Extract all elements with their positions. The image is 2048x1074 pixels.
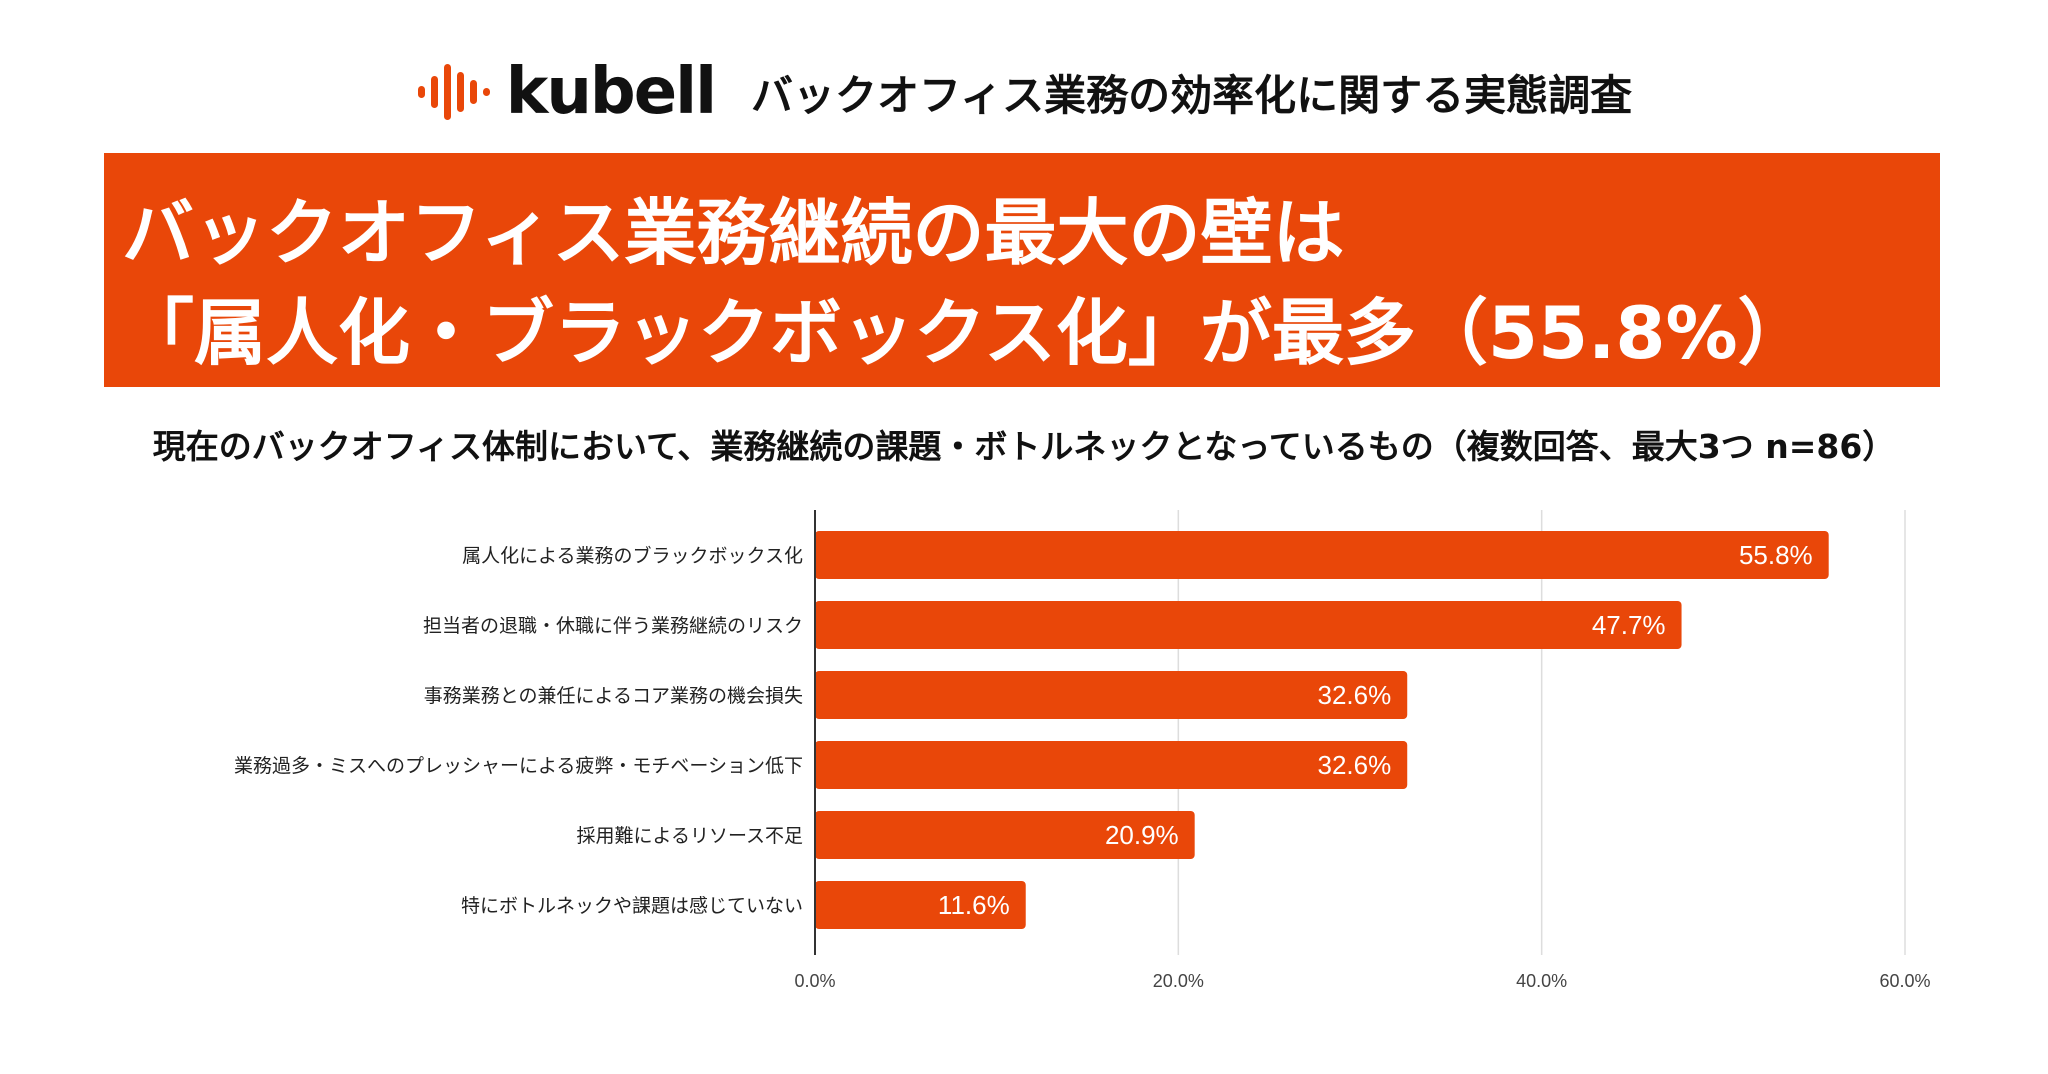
headline-line-1: バックオフィス業務継続の最大の壁は [122, 191, 1345, 275]
bar [815, 811, 1195, 859]
category-label: 事務業務との兼任によるコア業務の機会損失 [424, 685, 803, 707]
data-label: 47.7% [1592, 610, 1666, 640]
category-label: 業務過多・ミスへのプレッシャーによる疲弊・モチベーション低下 [234, 755, 803, 777]
x-tick-label: 60.0% [1879, 971, 1930, 991]
headline-banner: バックオフィス業務継続の最大の壁は 「属人化・ブラックボックス化」が最多（55.… [104, 153, 1940, 387]
survey-title: バックオフィス業務の効率化に関する実態調査 [751, 70, 1633, 120]
bar [815, 741, 1408, 789]
logo-text: kubell [505, 55, 717, 129]
category-label: 特にボトルネックや課題は感じていない [461, 895, 803, 917]
bar-chart: 0.0% 20.0% 40.0% 60.0% 属人化による業務のブラックボックス化 55.… [234, 510, 1931, 991]
logo-mark-icon [417, 64, 490, 120]
category-label: 属人化による業務のブラックボックス化 [462, 544, 803, 567]
category-label: 採用難によるリソース不足 [577, 825, 803, 847]
chart-title: 現在のバックオフィス体制において、業務継続の課題・ボトルネックとなっているもの（… [152, 427, 1896, 466]
bar [815, 881, 1026, 929]
data-label: 55.8% [1739, 540, 1813, 570]
bar [815, 601, 1682, 649]
bar [815, 671, 1408, 719]
kubell-logo: kubell [416, 55, 717, 129]
headline-line-2: 「属人化・ブラックボックス化」が最多（55.8%） [122, 291, 1810, 375]
data-label: 32.6% [1317, 680, 1391, 710]
category-label: 担当者の退職・休職に伴う業務継続のリスク [423, 615, 803, 637]
header: kubell バックオフィス業務の効率化に関する実態調査 [0, 52, 2048, 132]
x-tick-label: 0.0% [794, 971, 835, 991]
data-label: 11.6% [938, 890, 1010, 920]
data-label: 32.6% [1317, 750, 1391, 780]
x-tick-label: 20.0% [1153, 971, 1204, 991]
data-label: 20.9% [1105, 820, 1179, 850]
bar [815, 531, 1829, 579]
x-tick-label: 40.0% [1516, 971, 1567, 991]
